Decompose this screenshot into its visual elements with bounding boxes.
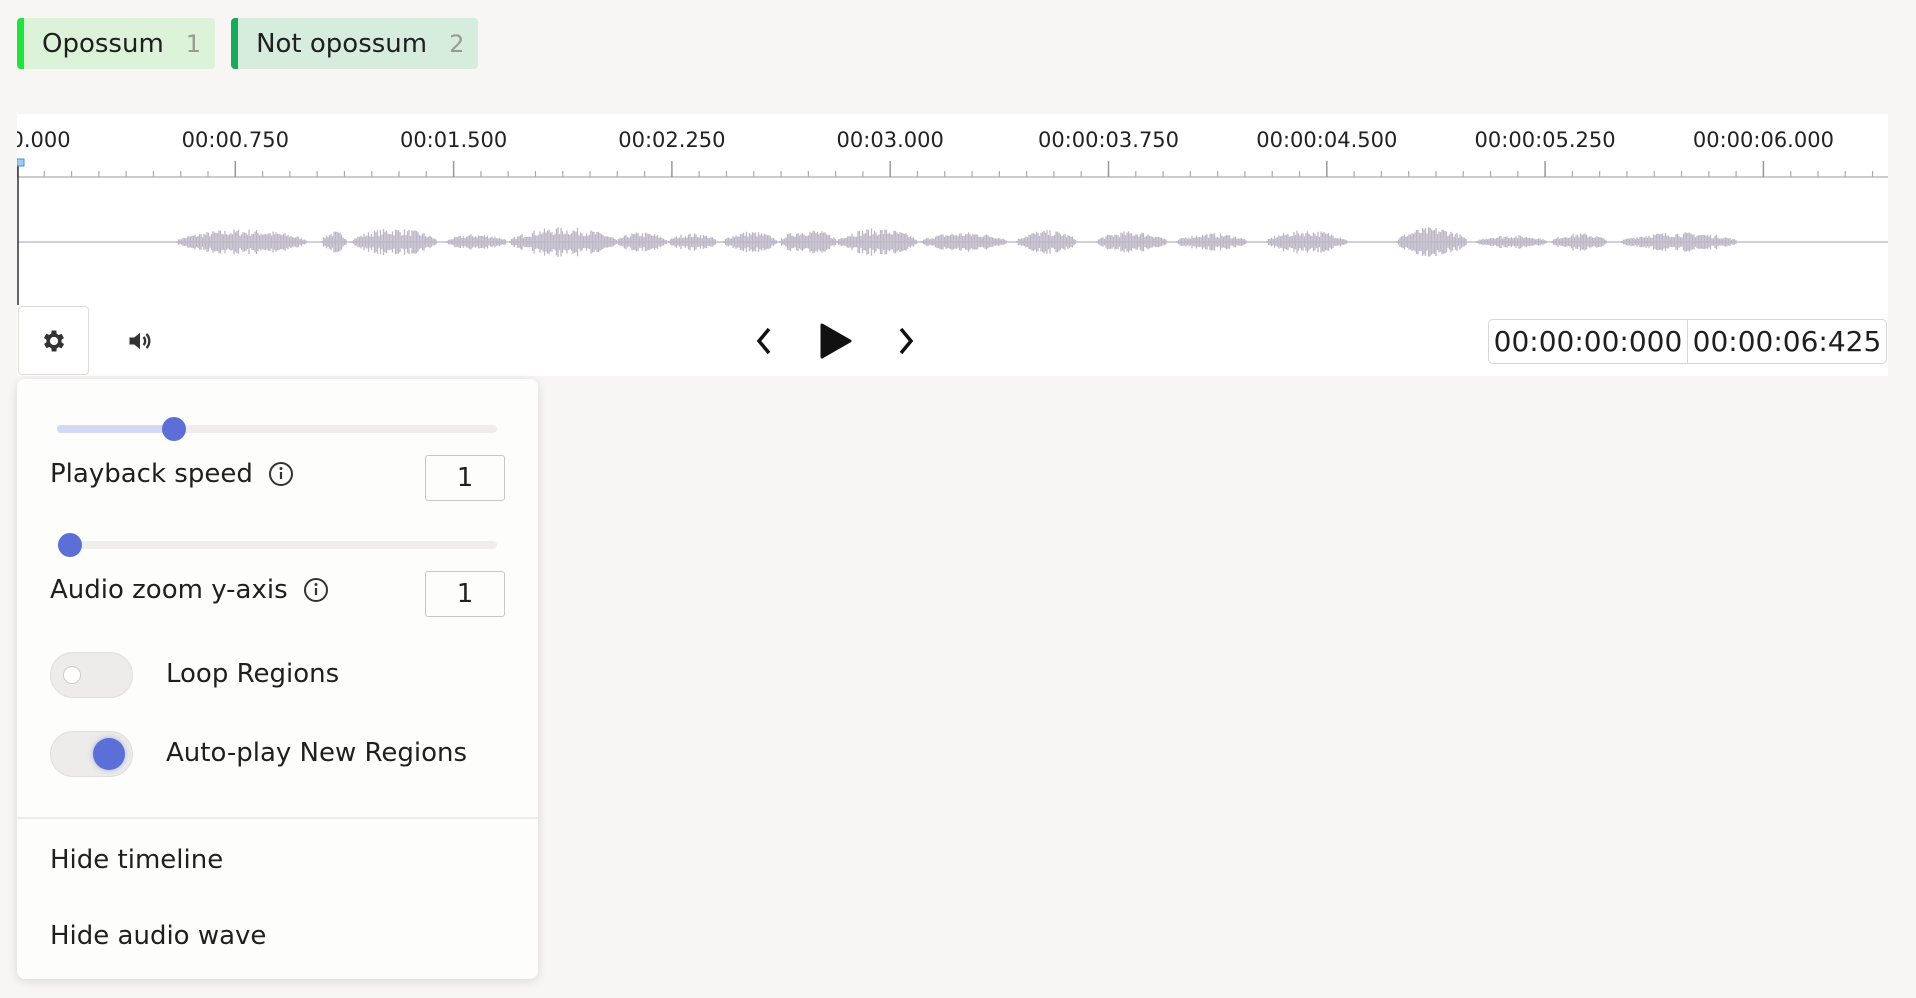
timeline-label: 00:01.500 — [400, 128, 507, 152]
loop-toggle[interactable] — [50, 652, 133, 698]
zoom-slider[interactable] — [57, 533, 497, 557]
timeline-label: 00:00:04.500 — [1256, 128, 1397, 152]
speaker-icon — [129, 332, 151, 350]
next-button[interactable] — [886, 321, 926, 361]
info-icon[interactable] — [302, 576, 330, 604]
previous-button[interactable] — [744, 321, 784, 361]
zoom-label: Audio zoom y-axis — [50, 575, 288, 605]
settings-button[interactable] — [18, 306, 89, 375]
divider — [17, 817, 538, 819]
label-hotkey: 1 — [185, 29, 202, 58]
gear-icon — [43, 330, 64, 351]
menu-item[interactable]: Hide audio wave — [50, 921, 267, 951]
timeline: 00:00.000 00:00.750 00:01.500 00:02.250 00:0… — [17, 114, 1888, 305]
timeline-label: 00:03.000 — [837, 128, 944, 152]
playhead-handle — [17, 158, 25, 167]
speed-label: Playback speed — [50, 459, 253, 489]
loop-label: Loop Regions — [166, 659, 340, 689]
toggle-knob — [63, 666, 81, 684]
label-chip[interactable]: Not opossum 2 — [231, 18, 479, 69]
timeline-label: 00:02.250 — [618, 128, 725, 152]
zoom-row: Audio zoom y-axis — [50, 575, 330, 605]
label-chip[interactable]: Opossum 1 — [17, 18, 216, 69]
chevron-left — [756, 327, 771, 355]
zoom-input[interactable]: 1 — [425, 571, 505, 617]
autoplay-label: Auto-play New Regions — [166, 738, 468, 768]
play-button[interactable] — [812, 319, 858, 363]
duration: 00:00:06:425 — [1687, 320, 1886, 363]
timeline-label: 00:00:03.750 — [1038, 128, 1179, 152]
player-controls — [17, 305, 1888, 376]
slider-fill — [57, 425, 174, 433]
timeline-svg: 00:00.000 00:00.750 00:01.500 00:02.250 00:0… — [17, 128, 1888, 305]
timeline-label: 00:00:06.000 — [1693, 128, 1834, 152]
label-name: Not opossum — [256, 28, 428, 59]
settings-panel: Playback speed 1 Audio zoom y-axis 1 Loo… — [17, 379, 538, 979]
chevron-right — [899, 327, 914, 355]
slider-thumb[interactable] — [58, 533, 82, 557]
timeline-label: 00:00:05.250 — [1475, 128, 1616, 152]
current-time: 00:00:00:000 — [1493, 325, 1683, 358]
timeline-label: 00:00.750 — [182, 128, 289, 152]
toggle-knob — [93, 738, 125, 770]
menu-item[interactable]: Hide timeline — [50, 845, 224, 875]
timeline-label: 00:00.000 — [17, 128, 71, 152]
slider-thumb[interactable] — [162, 417, 186, 441]
label-hotkey: 2 — [449, 29, 465, 58]
volume-button[interactable] — [122, 323, 158, 359]
info-icon[interactable] — [267, 460, 295, 488]
label-name: Opossum — [42, 28, 164, 59]
waveform — [176, 227, 1737, 257]
speed-input[interactable]: 1 — [425, 455, 505, 501]
play-icon — [820, 323, 852, 359]
speed-row: Playback speed — [50, 459, 295, 489]
time-display: 00:00:00:000 00:00:06:425 — [1488, 319, 1887, 364]
autoplay-toggle[interactable] — [50, 731, 133, 777]
speed-slider[interactable] — [57, 417, 497, 441]
